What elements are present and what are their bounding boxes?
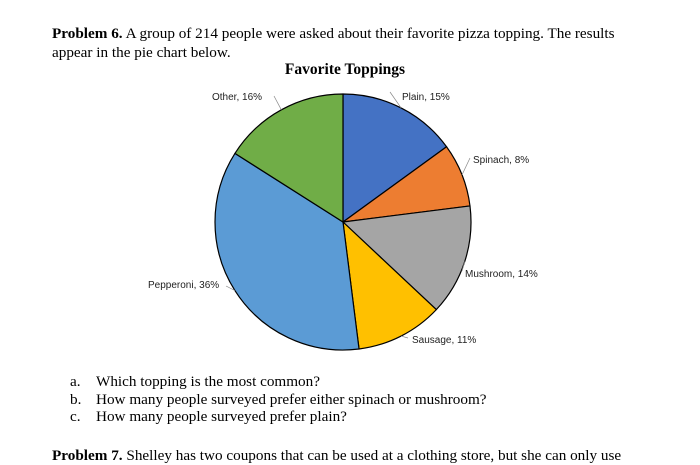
problem-text: A group of 214 people were asked about t… xyxy=(52,25,615,61)
question-text: How many people surveyed prefer either s… xyxy=(96,390,487,408)
leader-line-other xyxy=(273,95,282,110)
question-text: How many people surveyed prefer plain? xyxy=(96,408,347,425)
next-problem-text: Shelley has two coupons that can be used… xyxy=(126,447,622,464)
chart-title-wrapper: Favorite Toppings xyxy=(0,61,700,79)
leader-line-mushroom xyxy=(461,261,466,272)
pie-labels: Plain, 15% Spinach, 8% Mushroom, 14% Sausag… xyxy=(148,92,538,346)
leader-line-pepperoni xyxy=(225,285,236,291)
pie-leader-lines xyxy=(225,91,471,339)
leader-line-sausage xyxy=(401,335,409,339)
pie-label-sausage: Sausage, 11% xyxy=(412,335,476,346)
next-problem-number: Problem 7. xyxy=(52,447,123,464)
pie-label-plain: Plain, 15% xyxy=(402,92,450,103)
question-c: c. How many people surveyed prefer plain… xyxy=(70,408,487,426)
next-problem-statement: Problem 7. Shelley has two coupons that … xyxy=(52,447,621,465)
pie-slice-plain xyxy=(342,93,448,223)
question-a: a. Which topping is the most common? xyxy=(70,373,487,391)
leader-line-plain xyxy=(389,91,402,109)
pie-slice-other xyxy=(234,93,344,223)
chart-title: Favorite Toppings xyxy=(284,61,406,78)
pie-label-mushroom: Mushroom, 14% xyxy=(465,269,538,280)
question-text: Which topping is the most common? xyxy=(96,373,320,390)
question-marker: b. xyxy=(70,390,82,408)
pie-label-spinach: Spinach, 8% xyxy=(473,155,529,166)
question-marker: c. xyxy=(70,408,81,425)
problem-statement: Problem 6. A group of 214 people were as… xyxy=(52,24,652,62)
question-list: a. Which topping is the most common? b. … xyxy=(70,373,487,426)
question-marker: a. xyxy=(70,373,81,390)
pie-label-other: Other, 16% xyxy=(212,92,262,103)
pie-label-pepperoni: Pepperoni, 36% xyxy=(148,280,219,291)
problem-number: Problem 6. xyxy=(52,25,123,42)
pie-slices xyxy=(214,93,472,351)
question-b: b. How many people surveyed prefer eithe… xyxy=(70,391,487,409)
pie-slice-pepperoni xyxy=(214,152,360,351)
leader-line-spinach xyxy=(461,157,471,176)
